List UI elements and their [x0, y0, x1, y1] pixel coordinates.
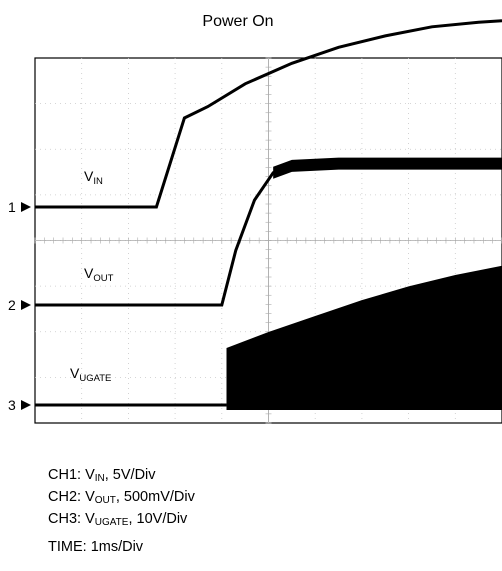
legend-ch1: CH1: VIN, 5V/Div — [48, 467, 156, 484]
trace-vout-ripple — [273, 157, 502, 179]
ground-arrow-icon — [21, 400, 31, 410]
channel-marker-1: 1 — [8, 199, 16, 215]
chart-title: Power On — [202, 13, 273, 30]
ground-arrow-icon — [21, 202, 31, 212]
trace-vin — [35, 19, 502, 209]
scope-traces — [35, 19, 502, 410]
legend-ch2: CH2: VOUT, 500mV/Div — [48, 489, 195, 506]
legend-time: TIME: 1ms/Div — [48, 539, 144, 555]
trace-vugate-envelope — [226, 265, 502, 410]
channel-labels: VIN VOUT VUGATE — [70, 168, 114, 384]
channel-legend: CH1: VIN, 5V/Div CH2: VOUT, 500mV/Div CH… — [48, 466, 195, 556]
scope-grid — [34, 57, 502, 424]
channel-label-3: VUGATE — [70, 365, 111, 384]
trace-vout — [35, 162, 502, 307]
channel-label-2: VOUT — [84, 265, 114, 284]
channel-label-1: VIN — [84, 168, 103, 187]
channel-marker-3: 3 — [8, 397, 16, 413]
channel-markers: 1 2 3 — [8, 199, 31, 413]
legend-ch3: CH3: VUGATE, 10V/Div — [48, 511, 188, 528]
channel-marker-2: 2 — [8, 297, 16, 313]
ground-arrow-icon — [21, 300, 31, 310]
